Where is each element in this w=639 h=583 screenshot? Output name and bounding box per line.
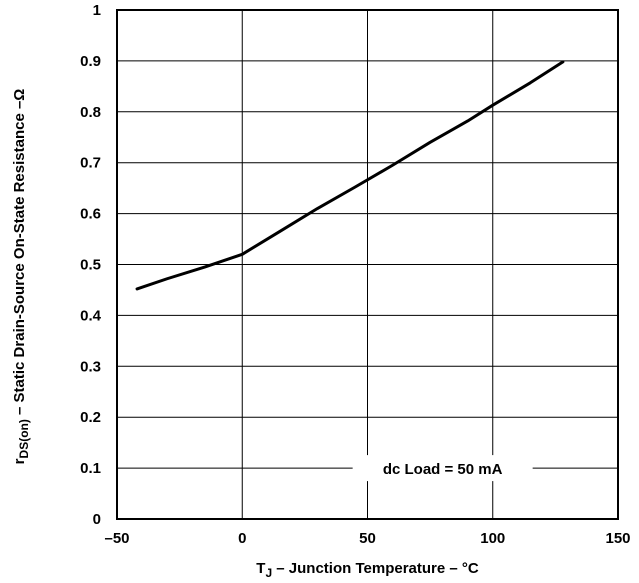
- x-tick-labels: –50 0 50 100 150: [104, 530, 630, 547]
- x-tick-label: –50: [104, 530, 129, 547]
- series-group: [135, 60, 565, 291]
- y-tick-label: 0.6: [80, 206, 101, 223]
- y-tick-label: 0.7: [80, 155, 101, 172]
- annotation-label: dc Load = 50 mA: [383, 461, 503, 478]
- y-tick-label: 0.1: [80, 460, 101, 477]
- x-tick-label: 150: [605, 530, 630, 547]
- series-line: [135, 60, 565, 291]
- x-axis-title: TJ – Junction Temperature – °C: [256, 560, 479, 580]
- y-tick-label: 0.3: [80, 358, 101, 375]
- y-tick-label: 0.9: [80, 53, 101, 70]
- x-tick-label: 100: [480, 530, 505, 547]
- y-tick-label: 0.2: [80, 409, 101, 426]
- x-axis-title-sub: J: [265, 566, 272, 580]
- x-tick-label: 0: [238, 530, 246, 547]
- y-axis-title-main: r: [11, 458, 28, 464]
- grid-lines: [116, 9, 619, 520]
- y-axis-title-rest: – Static Drain-Source On-State Resistanc…: [11, 89, 28, 419]
- annotation-group: dc Load = 50 mA: [352, 455, 533, 482]
- y-axis-title: rDS(on) – Static Drain-Source On-State R…: [11, 89, 31, 465]
- x-tick-label: 50: [359, 530, 376, 547]
- y-axis-title-sub: DS(on): [17, 419, 31, 458]
- y-tick-label: 0.4: [80, 307, 102, 324]
- y-tick-labels: 0 0.1 0.2 0.3 0.4 0.5 0.6 0.7 0.8 0.9 1: [80, 2, 102, 528]
- annotation-background: [352, 455, 533, 482]
- y-tick-label: 0.8: [80, 104, 101, 121]
- x-axis-title-rest: – Junction Temperature – °C: [272, 560, 479, 577]
- y-tick-label: 0.5: [80, 257, 101, 274]
- plot-frame: [116, 9, 619, 520]
- y-tick-label: 0: [93, 511, 101, 528]
- x-axis-title-main: T: [256, 560, 265, 577]
- y-tick-label: 1: [93, 2, 101, 19]
